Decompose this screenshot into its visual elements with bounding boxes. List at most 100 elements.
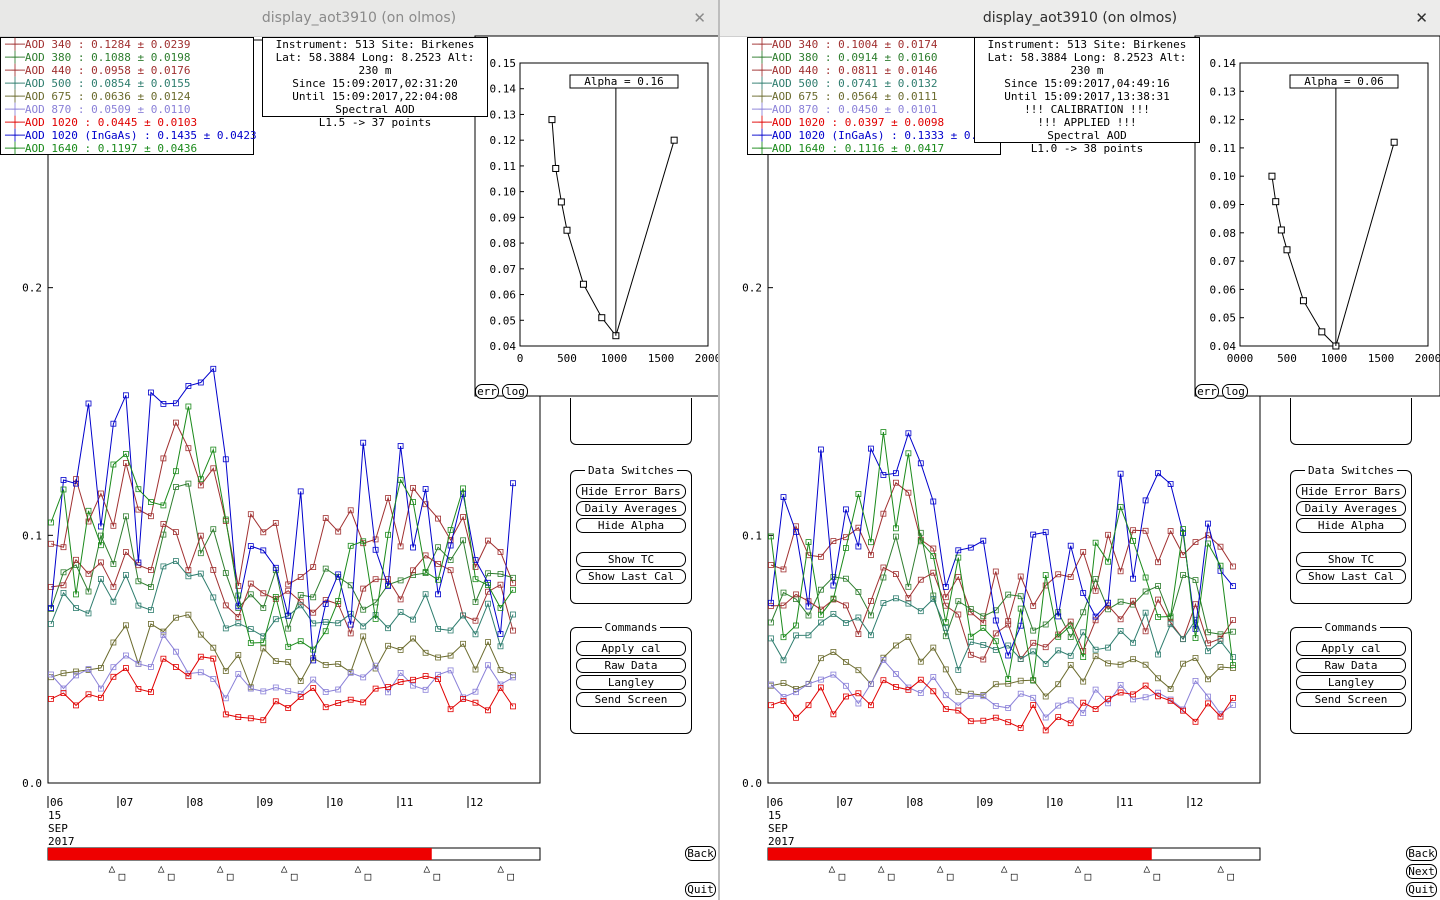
- data-point-marker: [260, 633, 267, 640]
- data-point-marker: [780, 602, 787, 609]
- data-point-marker: [1080, 678, 1087, 685]
- quit-button[interactable]: Quit: [685, 882, 716, 897]
- send-screen-button[interactable]: Send Screen: [576, 692, 686, 707]
- data-switches-group: Data Switches Hide Error Bars Daily Aver…: [1290, 464, 1412, 604]
- data-point-marker: [435, 544, 442, 551]
- data-point-marker: [805, 702, 812, 709]
- back-button[interactable]: Back: [685, 846, 716, 861]
- data-point-marker: [1142, 588, 1149, 595]
- quit-button[interactable]: Quit: [1406, 882, 1437, 897]
- data-point-marker: [1117, 598, 1124, 605]
- inset-frame: [474, 35, 718, 397]
- data-point-marker: [1167, 481, 1174, 487]
- window-titlebar[interactable]: display_aot3910 (on olmos) ✕: [0, 0, 718, 37]
- close-icon[interactable]: ✕: [693, 9, 706, 27]
- data-point-marker: [1142, 609, 1149, 616]
- inset-point: [552, 164, 560, 172]
- data-point-marker: [123, 665, 129, 671]
- close-icon[interactable]: ✕: [1415, 9, 1428, 27]
- data-point-marker: [485, 582, 491, 588]
- data-point-marker: [497, 631, 504, 637]
- data-point-marker: [247, 591, 254, 598]
- raw-data-button[interactable]: Raw Data: [576, 658, 686, 673]
- apply-cal-button[interactable]: Apply cal: [576, 641, 686, 656]
- legend-value: : 0.0958 ± 0.0176: [77, 64, 191, 77]
- hide-alpha-button[interactable]: Hide Alpha: [1296, 518, 1406, 533]
- langley-button[interactable]: Langley: [1296, 675, 1406, 690]
- data-point-marker: [1042, 644, 1049, 651]
- data-point-marker: [855, 614, 862, 621]
- data-point-marker: [372, 546, 379, 553]
- window-title: display_aot3910 (on olmos): [261, 10, 457, 26]
- data-point-marker: [160, 455, 167, 462]
- inset-y-tick-label: 0.11: [1210, 142, 1237, 155]
- data-point-marker: [892, 684, 899, 690]
- data-point-marker: [942, 625, 949, 631]
- back-button[interactable]: Back: [1406, 846, 1437, 861]
- data-point-marker: [992, 638, 999, 645]
- raw-data-button[interactable]: Raw Data: [1296, 658, 1406, 673]
- data-point-marker: [435, 671, 442, 678]
- data-point-marker: [285, 612, 292, 619]
- progress-fill: [768, 848, 1152, 860]
- daily-averages-button[interactable]: Daily Averages: [1296, 501, 1406, 516]
- data-point-marker: [110, 522, 117, 529]
- data-point-marker: [1042, 621, 1049, 628]
- data-point-marker: [855, 690, 862, 697]
- data-point-marker: [197, 631, 204, 638]
- blank-panel: [570, 398, 692, 445]
- log-button[interactable]: log: [502, 384, 528, 399]
- log-button[interactable]: log: [1222, 384, 1248, 399]
- legend-value: : 0.0397 ± 0.0098: [831, 116, 945, 129]
- data-point-marker: [123, 450, 129, 457]
- show-last-cal-button[interactable]: Show Last Cal: [576, 569, 686, 584]
- data-point-marker: [768, 681, 774, 688]
- data-point-marker: [855, 667, 862, 674]
- data-point-marker: [905, 583, 912, 590]
- show-last-cal-button[interactable]: Show Last Cal: [1296, 569, 1406, 584]
- data-point-marker: [1142, 661, 1149, 668]
- next-button[interactable]: Next: [1406, 864, 1437, 879]
- data-point-marker: [793, 714, 799, 721]
- hide-alpha-button[interactable]: Hide Alpha: [576, 518, 686, 533]
- data-point-marker: [917, 460, 924, 467]
- data-point-marker: [447, 706, 454, 713]
- data-point-marker: [1117, 661, 1124, 668]
- data-point-marker: [892, 571, 899, 577]
- apply-cal-button[interactable]: Apply cal: [1296, 641, 1406, 656]
- hide-error-bars-button[interactable]: Hide Error Bars: [1296, 484, 1406, 499]
- data-point-marker: [210, 446, 217, 453]
- hide-error-bars-button[interactable]: Hide Error Bars: [576, 484, 686, 499]
- window-title: display_aot3910 (on olmos): [982, 10, 1178, 26]
- langley-button[interactable]: Langley: [576, 675, 686, 690]
- data-point-marker: [310, 564, 317, 570]
- err-button[interactable]: err: [1195, 384, 1219, 399]
- square-marker: □: [1154, 870, 1161, 883]
- show-tc-button[interactable]: Show TC: [576, 552, 686, 567]
- data-point-marker: [880, 429, 887, 436]
- data-point-marker: [1142, 574, 1149, 581]
- data-point-marker: [397, 443, 404, 449]
- daily-averages-button[interactable]: Daily Averages: [576, 501, 686, 516]
- data-point-marker: [360, 699, 367, 706]
- data-point-marker: [855, 589, 862, 595]
- data-switches-title: Data Switches: [1304, 464, 1398, 477]
- data-point-marker: [510, 580, 516, 587]
- window-titlebar[interactable]: display_aot3910 (on olmos) ✕: [720, 0, 1440, 37]
- legend-value: : 0.1197 ± 0.0436: [84, 142, 198, 155]
- data-point-marker: [160, 632, 167, 638]
- data-point-marker: [135, 506, 142, 513]
- data-point-marker: [1192, 678, 1199, 684]
- data-point-marker: [1055, 702, 1062, 709]
- data-point-marker: [347, 669, 354, 676]
- data-point-marker: [197, 570, 204, 577]
- series-line: [770, 432, 1234, 681]
- data-point-marker: [272, 616, 279, 623]
- send-screen-button[interactable]: Send Screen: [1296, 692, 1406, 707]
- x-tick-label: 09: [980, 796, 993, 809]
- data-point-marker: [1105, 660, 1112, 667]
- date-label: 15: [768, 809, 781, 822]
- err-button[interactable]: err: [475, 384, 499, 399]
- data-point-marker: [85, 570, 92, 577]
- show-tc-button[interactable]: Show TC: [1296, 552, 1406, 567]
